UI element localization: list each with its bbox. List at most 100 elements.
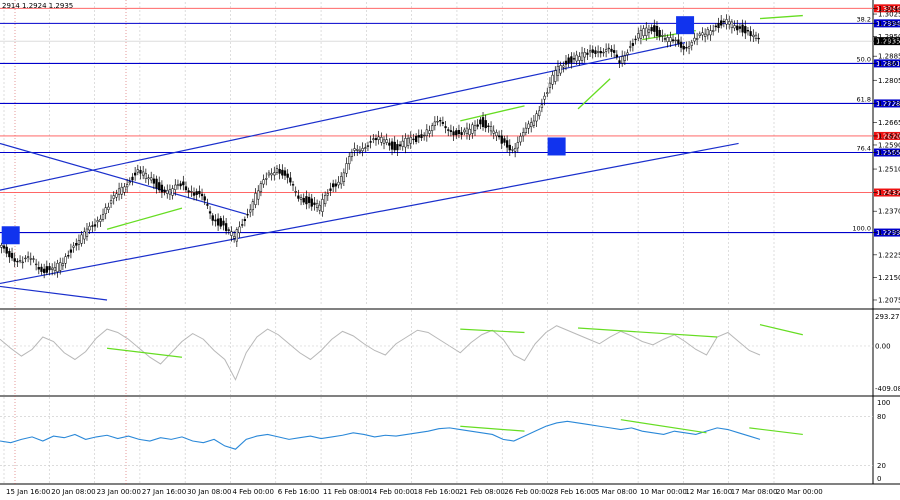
trend-layer: [0, 14, 803, 301]
candle-body: [26, 256, 30, 258]
time-tick-label: 17 Mar 08:00: [731, 488, 778, 496]
cci-divergence-line: [759, 324, 803, 336]
candle-body: [671, 39, 675, 42]
candle-body: [227, 229, 230, 231]
signal-box: [547, 137, 566, 156]
divergence-line: [106, 207, 183, 230]
candle-body: [34, 263, 38, 266]
candle-body: [420, 134, 423, 139]
price-tick-label: 1.2432: [878, 189, 900, 197]
price-tick-label: 1.2885: [878, 53, 900, 61]
candle-body: [722, 21, 726, 23]
candle-body: [701, 32, 704, 36]
candle-body: [125, 184, 129, 188]
candle-body: [259, 183, 263, 192]
candle-body: [428, 130, 431, 134]
red-price-tag: [874, 188, 900, 197]
candle-body: [356, 148, 359, 151]
candle-body: [695, 38, 699, 40]
candle-body: [390, 141, 394, 150]
candle-body: [198, 190, 201, 195]
candle-body: [243, 219, 247, 222]
candle-body: [679, 41, 683, 48]
candle-body: [358, 149, 362, 152]
candle-body: [556, 65, 560, 76]
candle-body: [444, 126, 447, 129]
candle-body: [120, 186, 123, 195]
divergence-line: [759, 14, 803, 20]
candle-body: [439, 120, 442, 122]
candle-body: [417, 135, 420, 138]
candle-body: [607, 47, 610, 50]
instrument-readout: 2914 1.2924 1.2935: [2, 2, 73, 10]
fib-ratio-label: 50.0: [857, 55, 871, 63]
candle-body: [626, 52, 629, 55]
cci-divergence-line: [106, 347, 183, 358]
candle-body: [401, 140, 404, 147]
time-tick-label: 11 Feb 08:00: [323, 488, 369, 496]
candle-body: [334, 183, 337, 187]
candle-body: [706, 29, 709, 36]
cci-scale-label: -409.084: [875, 385, 900, 393]
candle-body: [455, 130, 458, 136]
stoch-divergence-line: [460, 425, 525, 432]
grid-layer: [3, 0, 775, 484]
candle-body: [588, 50, 592, 53]
candle-body: [176, 184, 180, 186]
candle-body: [206, 204, 209, 206]
candle-body: [404, 138, 407, 148]
candle-body: [682, 45, 685, 50]
price-tick-label: 1.2620: [878, 132, 900, 140]
candle-body: [596, 51, 600, 53]
candle-body: [283, 170, 287, 176]
signal-box: [676, 16, 695, 35]
candle-body: [631, 43, 635, 46]
candle-body: [736, 25, 739, 31]
candle-body: [91, 225, 94, 227]
candle-body: [40, 266, 43, 272]
candle-body: [208, 211, 212, 214]
fib-ratio-label: 61.8: [857, 95, 871, 103]
candle-body: [591, 49, 594, 53]
candle-body: [725, 19, 728, 25]
candle-body: [618, 60, 621, 63]
candle-body: [366, 145, 370, 147]
red-price-tag-label: 1.2620: [876, 132, 900, 140]
candle-body: [61, 263, 65, 267]
last-price-tag-label: 1.2935: [876, 38, 900, 46]
candle-body: [166, 190, 169, 194]
candle-body: [302, 197, 305, 203]
candle-body: [388, 142, 391, 146]
candle-body: [473, 125, 477, 131]
candle-body: [610, 48, 613, 52]
candle-body: [109, 200, 113, 204]
candle-body: [307, 196, 311, 203]
candle-body: [398, 144, 402, 147]
candle-body: [513, 147, 517, 152]
time-tick-label: 20 Mar 00:00: [776, 488, 823, 496]
stoch-divergence-line: [749, 427, 803, 436]
candle-body: [382, 139, 386, 144]
candle-body: [273, 172, 276, 176]
fib-price-tag: [874, 99, 900, 108]
candle-body: [88, 225, 91, 231]
time-tick-label: 14 Feb 00:00: [368, 488, 414, 496]
candle-body: [406, 137, 410, 146]
candle-body: [323, 195, 327, 205]
candle-body: [639, 30, 643, 39]
candle-body: [476, 124, 479, 127]
candle-body: [45, 266, 48, 273]
candle-body: [96, 220, 99, 223]
cci-divergence-line: [577, 327, 718, 338]
candle-body: [372, 138, 375, 140]
candle-body: [754, 34, 758, 39]
candle-body: [538, 110, 541, 117]
candle-body: [463, 129, 466, 133]
candle-body: [522, 132, 525, 137]
fib-ratio-label: 38.2: [857, 15, 871, 23]
fib-price-tag: [874, 228, 900, 237]
price-tick-label: 1.2150: [878, 274, 900, 282]
time-tick-label: 4 Feb 00:00: [232, 488, 273, 496]
candle-body: [374, 138, 378, 141]
candle-body: [53, 267, 57, 271]
